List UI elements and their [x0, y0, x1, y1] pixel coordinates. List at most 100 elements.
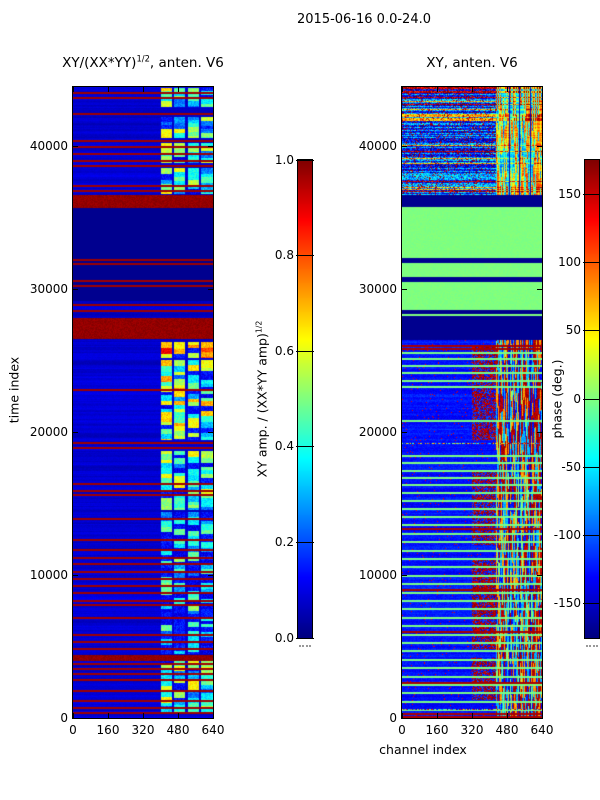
right-plot-y-tick-right — [537, 146, 542, 148]
left-plot-x-tick — [177, 713, 179, 718]
left-plot-y-tick-label: 20000 — [29, 424, 68, 439]
right-plot-y-tick-label: 30000 — [358, 282, 397, 297]
left-plot-y-tick — [73, 431, 78, 433]
left-plot-y-tick — [73, 717, 78, 719]
right-plot-y-tick-right — [537, 289, 542, 291]
time-index-axis-label: time index — [6, 356, 22, 424]
right-colorbar-tick — [583, 398, 600, 400]
left-colorbar-tick — [296, 541, 314, 543]
left-plot-y-tick-right — [208, 717, 213, 719]
left-plot-x-tick-label: 640 — [201, 723, 225, 737]
left-plot-x-tick-top — [212, 87, 214, 92]
left-plot-x-tick-top — [72, 87, 74, 92]
left-plot-y-tick-label: 30000 — [29, 282, 68, 297]
right-colorbar-tick — [583, 261, 600, 263]
left-plot-y-tick-right — [208, 574, 213, 576]
right-colorbar-tick-label: -150 — [553, 596, 581, 611]
right-plot-x-tick — [541, 713, 543, 718]
left-plot-title-main: XY/(XX*YY) — [62, 55, 137, 71]
right-colorbar-tick — [583, 535, 600, 537]
left-colorbar-tick-label: 0.4 — [274, 439, 294, 454]
left-plot-y-tick-label: 10000 — [29, 567, 68, 582]
right-plot-x-tick — [401, 713, 403, 718]
left-colorbar-tick — [296, 159, 314, 161]
right-heatmap-canvas — [402, 87, 542, 718]
left-plot-x-tick-label: 320 — [131, 723, 155, 737]
right-plot-y-tick — [402, 431, 407, 433]
right-plot-x-tick-top — [401, 87, 403, 92]
right-plot-y-tick-label: 10000 — [358, 567, 397, 582]
left-plot-y-tick-label: 0 — [60, 710, 68, 725]
left-colorbar-tick — [296, 255, 314, 257]
left-colorbar-canvas — [298, 160, 312, 638]
left-plot-x-tick — [72, 713, 74, 718]
right-plot-y-tick-label: 0 — [389, 710, 397, 725]
left-y-axis-label-anchor: time index — [7, 357, 80, 423]
left-plot-y-tick-right — [208, 146, 213, 148]
right-colorbar-tick-label: -100 — [553, 528, 581, 543]
left-colorbar-label-sup: 1/2 — [254, 320, 264, 334]
left-colorbar-tick — [296, 637, 314, 639]
left-colorbar-tick — [296, 350, 314, 352]
left-plot-x-tick-top — [177, 87, 179, 92]
left-plot-y-tick — [73, 146, 78, 148]
right-colorbar-dash-marker — [586, 645, 598, 647]
right-plot-x-tick — [506, 713, 508, 718]
right-plot-x-tick-top — [471, 87, 473, 92]
left-colorbar-tick-label: 1.0 — [274, 152, 294, 167]
right-plot-y-tick — [402, 289, 407, 291]
left-plot-title: XY/(XX*YY)1/2, anten. V6 — [62, 53, 224, 71]
right-colorbar-tick — [583, 330, 600, 332]
right-plot-y-tick-right — [537, 717, 542, 719]
left-plot-x-tick-top — [142, 87, 144, 92]
left-colorbar-label-anchor: XY amp. / (XX*YY amp)1/2 — [254, 321, 419, 478]
right-plot-title: XY, anten. V6 — [426, 55, 518, 71]
left-plot-y-tick — [73, 289, 78, 291]
left-plot-x-tick — [142, 713, 144, 718]
left-plot-y-tick-right — [208, 289, 213, 291]
left-plot-x-tick-label: 160 — [96, 723, 120, 737]
right-plot-x-tick-top — [506, 87, 508, 92]
right-colorbar-tick-label: -50 — [561, 459, 581, 474]
right-plot-x-tick-label: 480 — [495, 723, 519, 737]
left-plot-y-tick-right — [208, 431, 213, 433]
right-plot-y-tick — [402, 717, 407, 719]
left-colorbar-tick-label: 0.0 — [274, 630, 294, 645]
right-colorbar-tick-label: 100 — [558, 254, 581, 269]
left-plot-x-tick — [107, 713, 109, 718]
channel-index-axis-label: channel index — [379, 742, 467, 757]
left-plot-title-suffix: , anten. V6 — [149, 55, 224, 71]
left-plot-x-tick-label: 480 — [166, 723, 190, 737]
left-plot-y-tick-label: 40000 — [29, 139, 68, 154]
right-plot-x-tick-label: 0 — [398, 723, 406, 737]
right-plot-y-tick — [402, 574, 407, 576]
left-plot-x-tick-top — [107, 87, 109, 92]
right-plot-y-tick — [402, 146, 407, 148]
right-plot-x-tick — [436, 713, 438, 718]
right-plot-frame — [401, 86, 543, 719]
right-colorbar-tick-label: 50 — [565, 323, 581, 338]
figure-title: 2015-06-16 0.0-24.0 — [297, 12, 431, 27]
left-colorbar-dash-marker — [299, 645, 311, 647]
left-heatmap-canvas — [73, 87, 213, 718]
right-plot-y-tick-right — [537, 431, 542, 433]
right-plot-x-tick-label: 160 — [425, 723, 449, 737]
right-plot-x-tick-top — [436, 87, 438, 92]
right-plot-y-tick-right — [537, 574, 542, 576]
right-colorbar-tick — [583, 603, 600, 605]
right-colorbar-tick — [583, 193, 600, 195]
left-plot-y-tick — [73, 574, 78, 576]
right-plot-x-tick-label: 640 — [530, 723, 554, 737]
left-plot-title-sup: 1/2 — [136, 53, 150, 64]
right-plot-x-tick-top — [541, 87, 543, 92]
right-plot-y-tick-label: 20000 — [358, 424, 397, 439]
right-plot-x-tick-label: 320 — [460, 723, 484, 737]
left-plot-x-tick — [212, 713, 214, 718]
left-colorbar-tick — [296, 446, 314, 448]
left-plot-frame — [72, 86, 214, 719]
right-colorbar-tick-label: 150 — [558, 186, 581, 201]
left-colorbar-tick-label: 0.2 — [274, 534, 294, 549]
right-colorbar-tick-label: 0 — [573, 391, 581, 406]
right-plot-x-tick — [471, 713, 473, 718]
